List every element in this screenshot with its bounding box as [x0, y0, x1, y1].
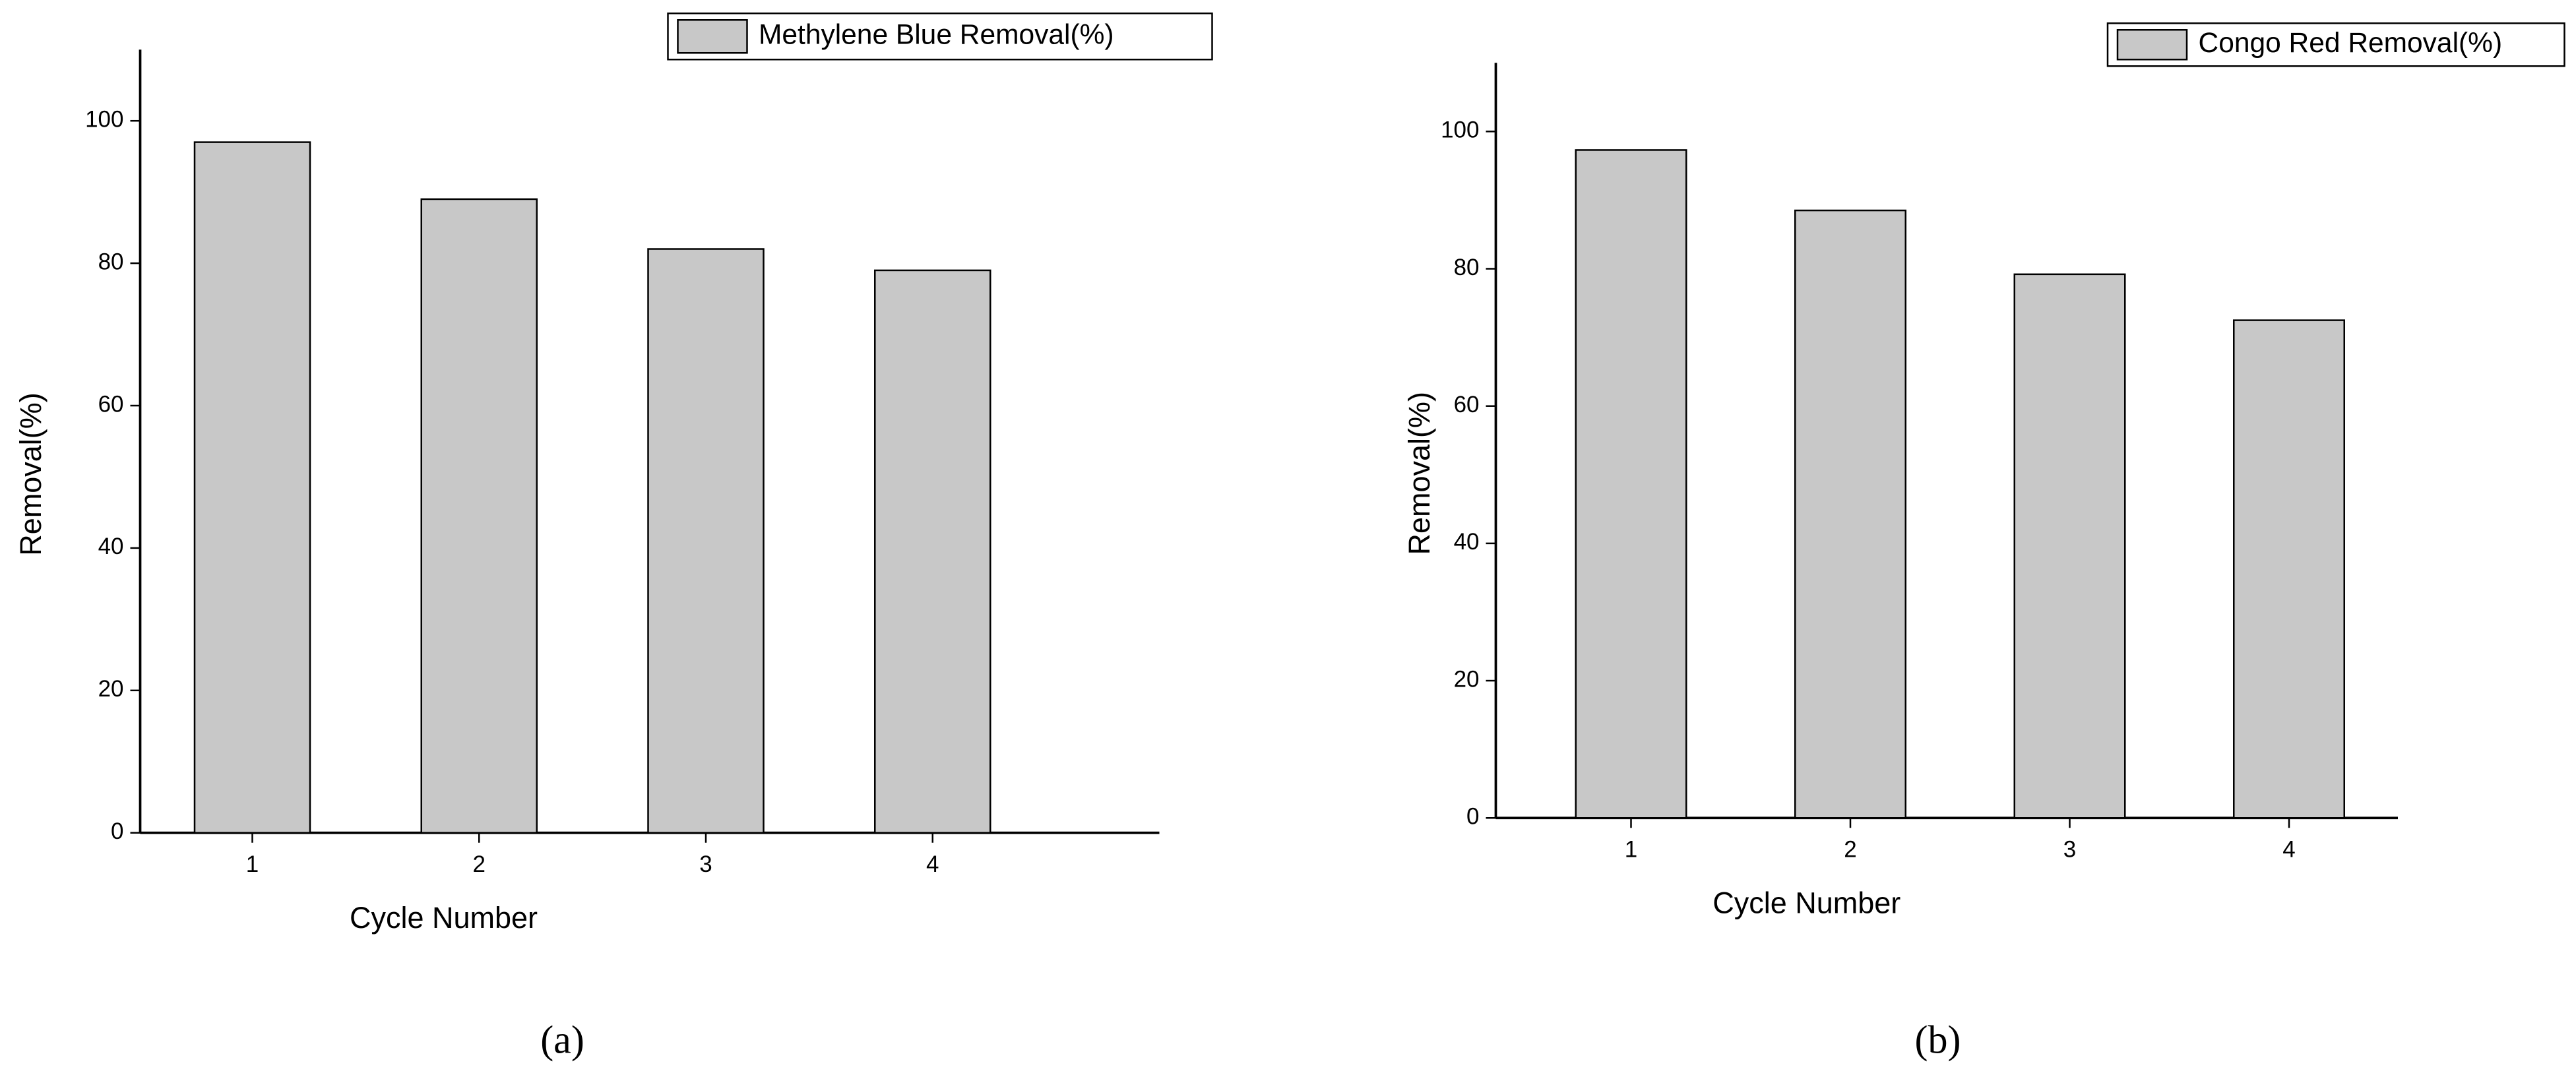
x-tick-label: 2 — [473, 851, 486, 877]
legend-swatch — [677, 19, 748, 54]
x-tick-label: 4 — [2282, 837, 2295, 863]
bar — [647, 248, 765, 834]
y-tick-label: 60 — [98, 391, 124, 417]
bar — [1794, 209, 1906, 819]
x-tick-label: 3 — [2063, 837, 2076, 863]
y-tick-label: 40 — [98, 534, 124, 559]
caption: (a) — [540, 1018, 584, 1062]
x-axis-label: Cycle Number — [350, 901, 538, 935]
x-tick-label: 2 — [1844, 837, 1856, 863]
bar — [420, 198, 538, 834]
bar — [874, 269, 991, 834]
y-axis-label: Removal(%) — [14, 392, 47, 556]
x-tick-label: 3 — [699, 851, 712, 877]
bar — [2013, 273, 2126, 819]
x-tick-label: 1 — [246, 851, 259, 877]
legend-label: Congo Red Removal(%) — [2199, 28, 2503, 59]
legend-box — [667, 13, 1213, 61]
bar — [2233, 319, 2345, 819]
y-tick-label: 0 — [111, 818, 123, 844]
y-tick-label: 40 — [1454, 529, 1480, 555]
bar — [1575, 149, 1687, 819]
y-tick-label: 20 — [1454, 666, 1480, 692]
y-tick-label: 100 — [1441, 117, 1479, 143]
y-tick-label: 80 — [1454, 255, 1480, 280]
y-axis-label: Removal(%) — [1402, 392, 1436, 555]
y-tick-label: 0 — [1466, 804, 1479, 830]
y-tick-label: 80 — [98, 249, 124, 274]
caption: (b) — [1915, 1018, 1961, 1062]
y-tick-label: 100 — [85, 106, 123, 132]
x-axis-label: Cycle Number — [1712, 886, 1901, 920]
x-tick-label: 4 — [926, 851, 939, 877]
x-tick-label: 1 — [1625, 837, 1637, 863]
y-tick-label: 60 — [1454, 392, 1480, 417]
legend-swatch — [2116, 29, 2188, 61]
bar — [193, 141, 311, 834]
y-tick-label: 20 — [98, 676, 124, 702]
legend-label: Methylene Blue Removal(%) — [759, 19, 1114, 50]
